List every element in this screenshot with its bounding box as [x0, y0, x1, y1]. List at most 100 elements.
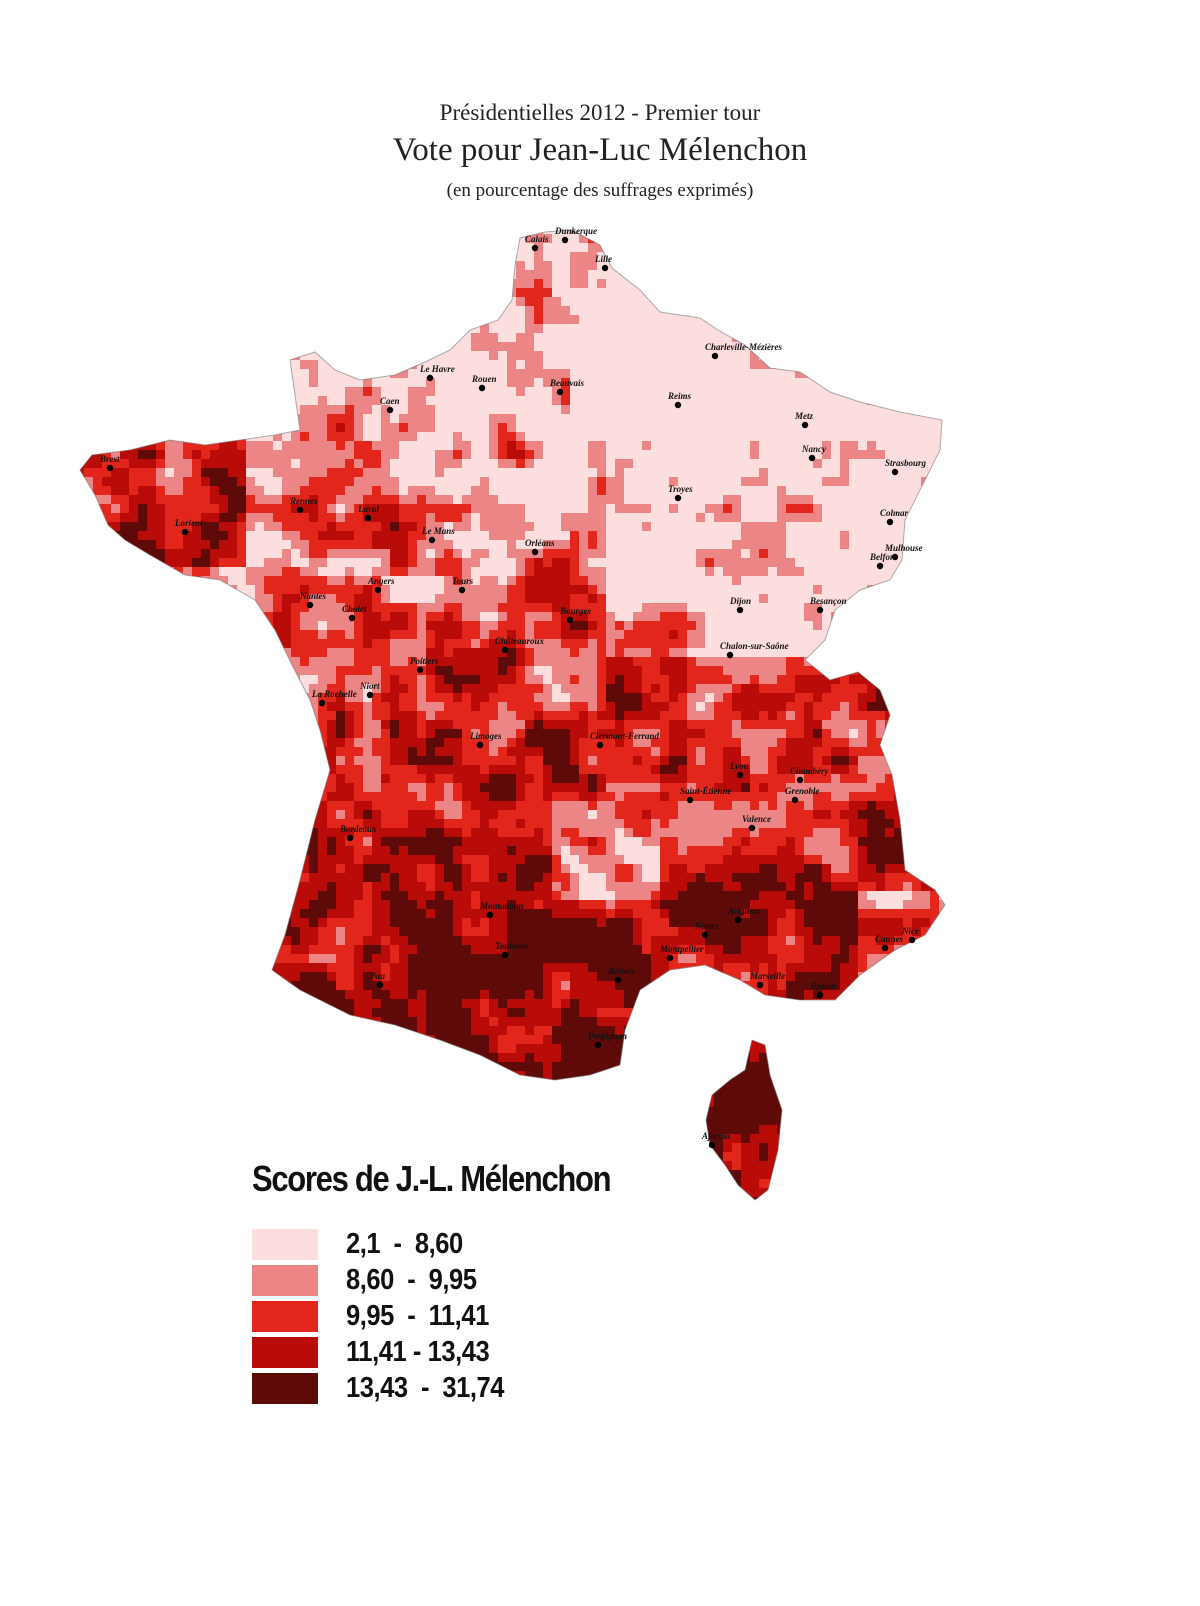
map-cell [534, 315, 544, 325]
map-cell [228, 324, 238, 334]
map-cell [300, 621, 310, 631]
map-cell [795, 567, 805, 577]
map-cell [471, 396, 481, 406]
map-cell [354, 522, 364, 532]
map-cell [390, 360, 400, 370]
map-cell [840, 621, 850, 631]
map-cell [453, 594, 463, 604]
map-cell [381, 306, 391, 316]
map-cell [201, 288, 211, 298]
map-cell [255, 414, 265, 424]
map-cell [615, 549, 625, 559]
map-cell [588, 666, 598, 676]
map-cell [813, 594, 823, 604]
map-cell [840, 315, 850, 325]
map-cell [750, 432, 760, 442]
map-cell [831, 504, 841, 514]
map-cell [345, 234, 355, 244]
map-cell [381, 459, 391, 469]
map-cell [606, 306, 616, 316]
map-cell [417, 288, 427, 298]
map-cell [642, 351, 652, 361]
map-cell [930, 468, 940, 478]
map-cell [237, 441, 247, 451]
map-cell [597, 666, 607, 676]
map-cell [939, 468, 945, 478]
map-cell [840, 576, 850, 586]
map-cell [471, 675, 481, 685]
map-cell [525, 603, 535, 613]
map-cell [390, 441, 400, 451]
map-cell [732, 603, 742, 613]
map-cell [93, 675, 103, 685]
map-cell [714, 441, 724, 451]
map-cell [543, 513, 553, 523]
map-cell [660, 342, 670, 352]
map-cell [84, 414, 94, 424]
map-cell [210, 414, 220, 424]
map-cell [453, 648, 463, 658]
map-cell [156, 612, 166, 622]
map-cell [741, 567, 751, 577]
map-cell [444, 243, 454, 253]
map-cell [210, 567, 220, 577]
map-cell [669, 360, 679, 370]
map-cell [183, 531, 193, 541]
map-cell [507, 405, 517, 415]
map-cell [435, 342, 445, 352]
map-cell [480, 648, 490, 658]
map-cell [282, 441, 292, 451]
map-cell [291, 324, 301, 334]
map-cell [471, 603, 481, 613]
map-cell [885, 423, 895, 433]
map-cell [615, 450, 625, 460]
map-cell [372, 657, 382, 667]
map-cell [696, 558, 706, 568]
map-cell [255, 230, 265, 235]
map-cell [678, 450, 688, 460]
map-cell [939, 576, 945, 586]
map-cell [426, 423, 436, 433]
map-cell [120, 522, 130, 532]
map-cell [174, 315, 184, 325]
map-cell [138, 315, 148, 325]
map-cell [759, 261, 769, 271]
map-cell [129, 531, 139, 541]
map-cell [939, 621, 945, 631]
map-cell [678, 630, 688, 640]
map-cell [588, 450, 598, 460]
map-cell [264, 261, 274, 271]
map-cell [80, 342, 85, 352]
map-cell [633, 261, 643, 271]
map-cell [903, 378, 913, 388]
map-cell [894, 378, 904, 388]
map-cell [138, 468, 148, 478]
map-cell [741, 423, 751, 433]
map-cell [381, 468, 391, 478]
map-cell [390, 666, 400, 676]
map-cell [687, 621, 697, 631]
map-cell [381, 288, 391, 298]
map-cell [786, 351, 796, 361]
map-cell [552, 306, 562, 316]
map-cell [84, 396, 94, 406]
map-cell [345, 549, 355, 559]
map-cell [543, 666, 553, 676]
map-cell [309, 423, 319, 433]
map-cell [516, 387, 526, 397]
map-cell [93, 342, 103, 352]
map-cell [192, 288, 202, 298]
map-cell [777, 531, 787, 541]
map-cell [165, 387, 175, 397]
map-cell [777, 603, 787, 613]
map-cell [282, 495, 292, 505]
map-cell [80, 450, 85, 460]
map-cell [723, 279, 733, 289]
map-cell [84, 495, 94, 505]
map-cell [534, 558, 544, 568]
map-cell [201, 378, 211, 388]
map-cell [831, 243, 841, 253]
map-cell [534, 522, 544, 532]
map-cell [732, 648, 742, 658]
map-cell [129, 414, 139, 424]
